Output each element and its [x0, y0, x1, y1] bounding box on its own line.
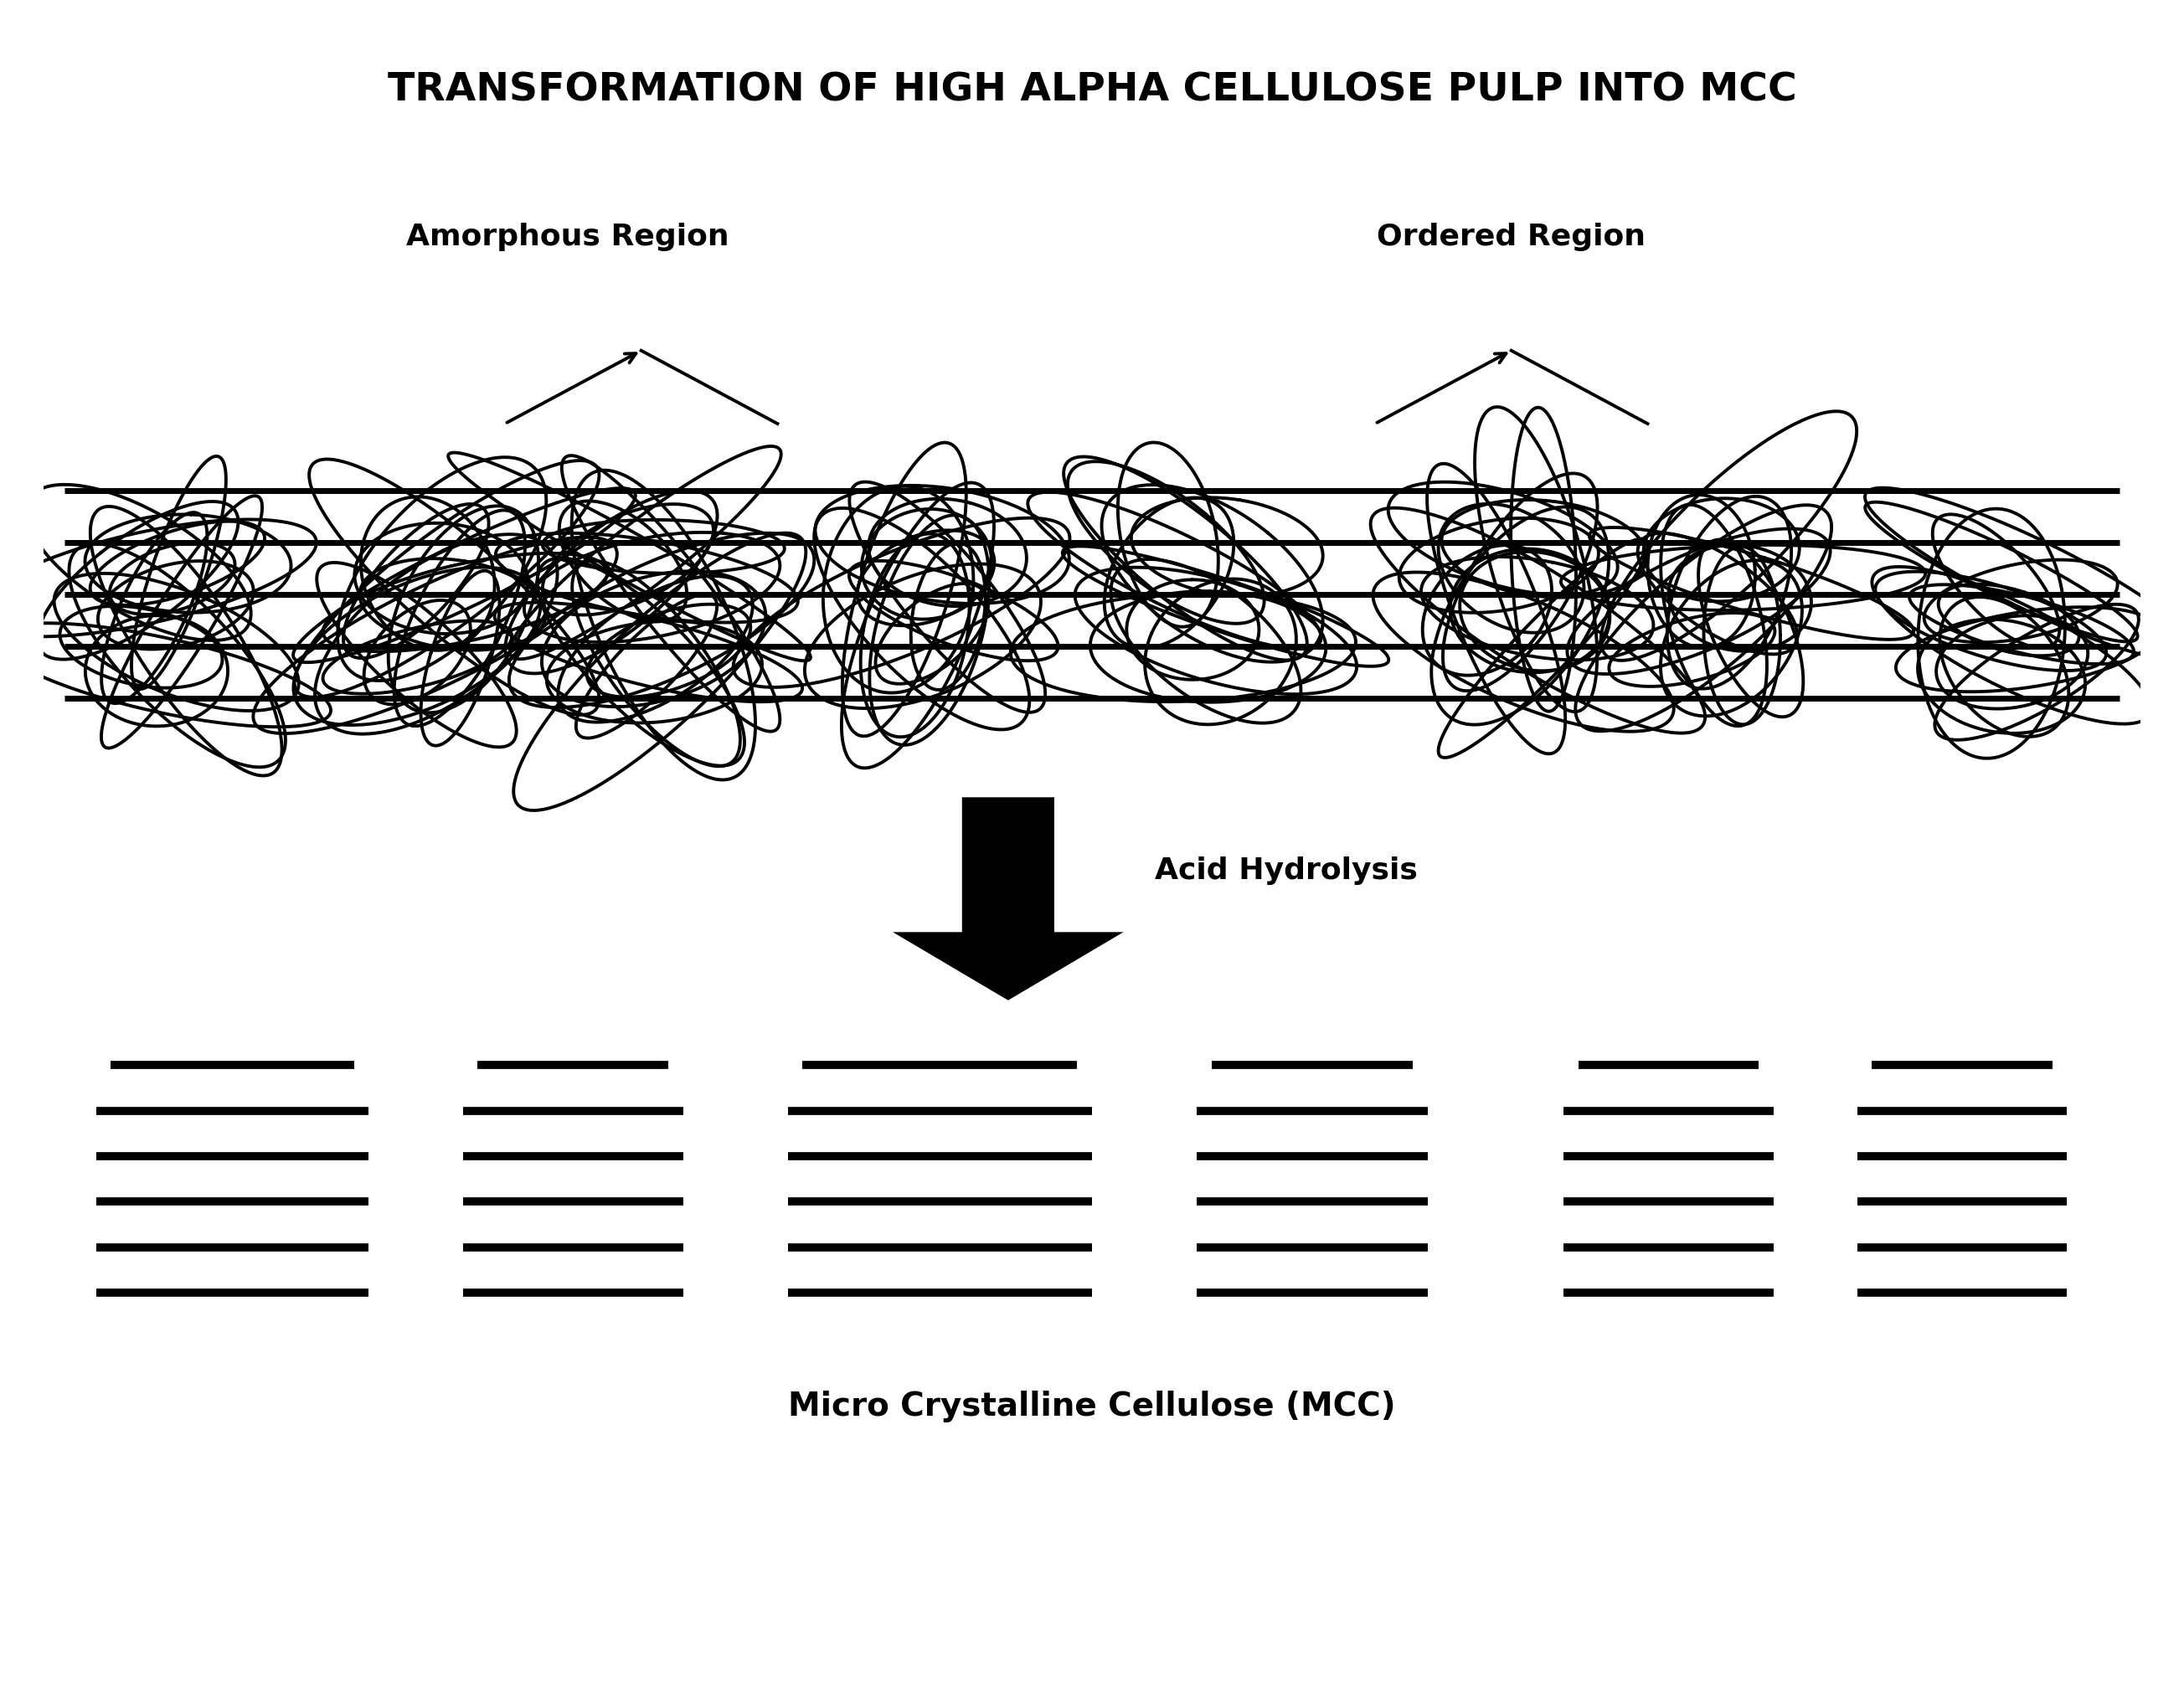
- Text: Acid Hydrolysis: Acid Hydrolysis: [1155, 856, 1417, 885]
- Text: Ordered Region: Ordered Region: [1376, 223, 1647, 250]
- Polygon shape: [893, 797, 1123, 1000]
- Text: Micro Crystalline Cellulose (MCC): Micro Crystalline Cellulose (MCC): [788, 1391, 1396, 1423]
- Text: TRANSFORMATION OF HIGH ALPHA CELLULOSE PULP INTO MCC: TRANSFORMATION OF HIGH ALPHA CELLULOSE P…: [387, 71, 1797, 110]
- Text: Amorphous Region: Amorphous Region: [406, 223, 729, 250]
